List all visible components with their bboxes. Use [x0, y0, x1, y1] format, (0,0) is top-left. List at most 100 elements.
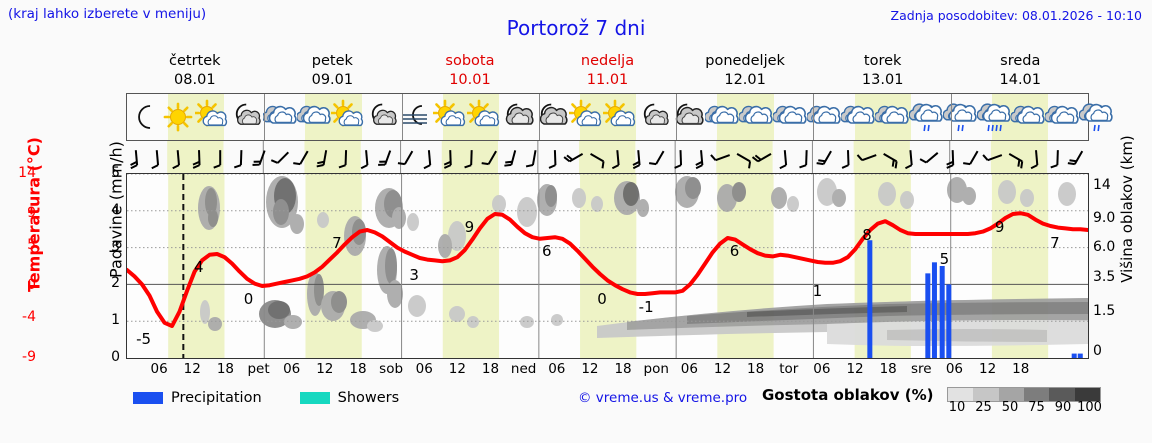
- cloud-density-tick: 90: [1054, 400, 1072, 415]
- svg-text:8: 8: [862, 226, 872, 244]
- x-tick-label: 06: [150, 361, 168, 377]
- cloud-density-segment: [948, 388, 974, 401]
- day-date: 11.01: [586, 72, 629, 88]
- day-separator: [264, 94, 266, 140]
- x-tick-label: 06: [680, 361, 698, 377]
- cloud-density-colorbar: [947, 387, 1101, 402]
- day-separator: [538, 94, 540, 140]
- x-tick-label: 12: [978, 361, 997, 377]
- precipitation-bars: [867, 240, 1083, 358]
- last-updated-label: Zadnja posodobitev: 08.01.2026 - 10:10: [890, 8, 1142, 23]
- day-date: 10.01: [449, 72, 491, 88]
- precipitation-tick: 1: [111, 312, 120, 329]
- precipitation-tick: 4: [111, 201, 120, 218]
- temperature-tick: 9: [27, 205, 36, 221]
- weather-icon-fog: [399, 94, 433, 140]
- precipitation-tick: 0: [111, 349, 120, 365]
- day-date: 12.01: [724, 72, 766, 88]
- weather-icon-cloudy: [705, 94, 739, 140]
- weather-icon-sun-partly-cloudy: [467, 94, 501, 140]
- day-separator: [401, 94, 403, 140]
- svg-text:6: 6: [730, 242, 740, 260]
- svg-text:1: 1: [813, 282, 823, 300]
- x-axis-tick-labels: 06 12 18 pet 06 12 18 sob 06 12 18 ned 06 12 18 pon 06 12…: [126, 361, 1089, 379]
- series-legend: Precipitation Showers: [133, 388, 399, 408]
- cloud-density-legend-label: Gostota oblakov (%): [762, 386, 934, 404]
- cloud-height-tick: 0: [1093, 343, 1102, 360]
- cloud-density-segment: [998, 388, 1024, 401]
- temperature-tick: 14: [18, 165, 36, 181]
- cloud-density-segment: [973, 388, 999, 401]
- temperature-tick: -9: [22, 349, 36, 365]
- svg-text:-5: -5: [136, 330, 151, 348]
- x-tick-label: 18: [349, 361, 367, 377]
- day-name: nedelja: [580, 53, 635, 69]
- weather-icon-moon-partly-cloudy: [229, 94, 263, 140]
- weather-icon-cloudy: [875, 94, 909, 140]
- x-tick-label: 12: [448, 361, 466, 377]
- day-date: 09.01: [311, 72, 354, 88]
- day-separator: [950, 94, 952, 140]
- weather-icon-cloudy: [297, 94, 331, 140]
- weather-icon-cloudy: [1045, 94, 1079, 140]
- cloud-density-tick: 75: [1028, 400, 1045, 415]
- weather-icon-cloudy-light-rain: [909, 94, 943, 140]
- day-name: četrtek: [169, 53, 221, 69]
- cloud-density-segment: [1023, 388, 1050, 401]
- day-header-ponedeljek: ponedeljek 12.01: [676, 52, 814, 92]
- day-header-sreda: sreda 14.01: [951, 52, 1089, 92]
- wind-barb-svg: [130, 141, 1084, 173]
- day-name: ponedeljek: [705, 53, 785, 69]
- weather-icon-moon-cloudy: [501, 94, 535, 140]
- weather-icon-sun-partly-cloudy: [569, 94, 603, 140]
- weather-icon-cloudy: [807, 94, 841, 140]
- x-tick-label: 06: [548, 361, 566, 377]
- x-tick-label: 18: [879, 361, 897, 377]
- x-tick-label: 18: [614, 361, 632, 377]
- x-tick-label: 06: [283, 361, 301, 377]
- x-tick-label: 06: [813, 361, 831, 377]
- x-tick-label: 12: [581, 361, 599, 377]
- cloud-height-tick: 6.0: [1093, 239, 1116, 256]
- cloud-density-tick: 50: [1001, 400, 1019, 415]
- day-date: 14.01: [999, 72, 1042, 88]
- x-tick-label: pet: [247, 361, 270, 377]
- svg-text:9: 9: [465, 218, 475, 236]
- day-name: petek: [311, 53, 353, 69]
- x-tick-label: pon: [643, 361, 669, 377]
- weather-icon-moon-cloudy: [671, 94, 705, 140]
- weather-icon-moon-clear: [127, 94, 161, 140]
- cloud-height-axis-title: Višina oblakov (km): [1118, 135, 1136, 283]
- x-tick-label: 12: [713, 361, 732, 377]
- day-separator: [676, 94, 678, 140]
- weather-icon-cloudy: [739, 94, 773, 140]
- weather-icon-cloudy-light-rain: [1079, 94, 1113, 140]
- precipitation-tick: 3: [111, 238, 120, 255]
- temperature-tick: 0: [27, 277, 36, 293]
- cloud-density-colorbar-labels: 10 25 50 75 90 100: [945, 400, 1105, 416]
- temperature-tick: 5: [27, 237, 36, 253]
- precipitation-legend-label: Precipitation: [171, 390, 262, 406]
- weather-icon-moon-partly-cloudy: [365, 94, 399, 140]
- cloud-height-tick: 9.0: [1093, 209, 1116, 226]
- cloud-height-tick: 3.5: [1093, 269, 1116, 286]
- cloud-density-tick: 25: [975, 400, 992, 415]
- svg-text:3: 3: [409, 266, 419, 284]
- x-tick-label: 18: [1012, 361, 1030, 377]
- x-tick-label: 18: [747, 361, 765, 377]
- svg-text:0: 0: [244, 290, 254, 308]
- cloud-density-field: [198, 176, 1088, 346]
- weather-icon-sun-partly-cloudy: [433, 94, 467, 140]
- weather-icon-cloudy: [263, 94, 297, 140]
- weather-icon-sun-partly-cloudy: [603, 94, 637, 140]
- day-name: sobota: [445, 53, 495, 69]
- x-tick-label: 12: [846, 361, 864, 377]
- svg-text:7: 7: [1050, 234, 1060, 252]
- weather-icon-cloudy-light-rain: [943, 94, 977, 140]
- precipitation-legend-swatch: [133, 392, 163, 404]
- weather-icon-moon-cloudy: [535, 94, 569, 140]
- day-name: torek: [863, 53, 902, 69]
- page-title: Portorož 7 dni: [506, 16, 646, 40]
- x-tick-label: 18: [481, 361, 500, 377]
- day-header-row: četrtek 08.01 petek 09.01 sobota 10.01 nedelja…: [126, 52, 1089, 92]
